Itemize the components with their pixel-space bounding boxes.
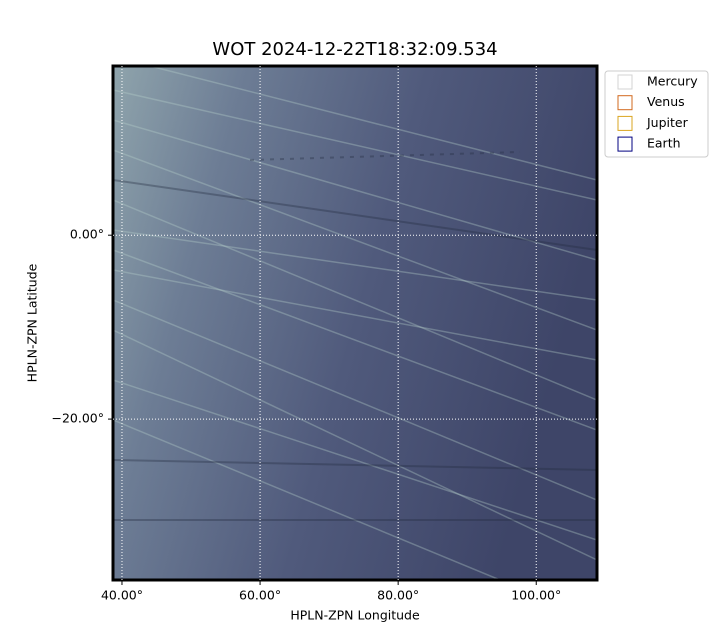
legend-swatch (617, 74, 633, 90)
legend-label: Jupiter (646, 115, 689, 130)
legend (604, 70, 709, 158)
image (113, 66, 597, 580)
legend-label: Venus (647, 94, 685, 109)
x-tick-label: 100.00° (511, 588, 561, 603)
x-axis-label: HPLN-ZPN Longitude (290, 608, 420, 623)
y-tick-label: −20.00° (51, 411, 104, 426)
axes-frame (111, 64, 599, 582)
legend-swatch (617, 115, 633, 131)
y-tick-label: 0.00° (70, 227, 104, 242)
legend-swatch (617, 95, 633, 111)
legend-label: Earth (647, 136, 681, 151)
y-axis-label: HPLN-ZPN Latitude (25, 263, 40, 382)
x-tick-label: 80.00° (377, 588, 419, 603)
legend-label: Mercury (647, 74, 698, 89)
legend-swatch (617, 136, 633, 152)
x-tick-label: 60.00° (239, 588, 281, 603)
chart-title: WOT 2024-12-22T18:32:09.534 (212, 39, 497, 60)
x-tick-label: 40.00° (101, 588, 143, 603)
